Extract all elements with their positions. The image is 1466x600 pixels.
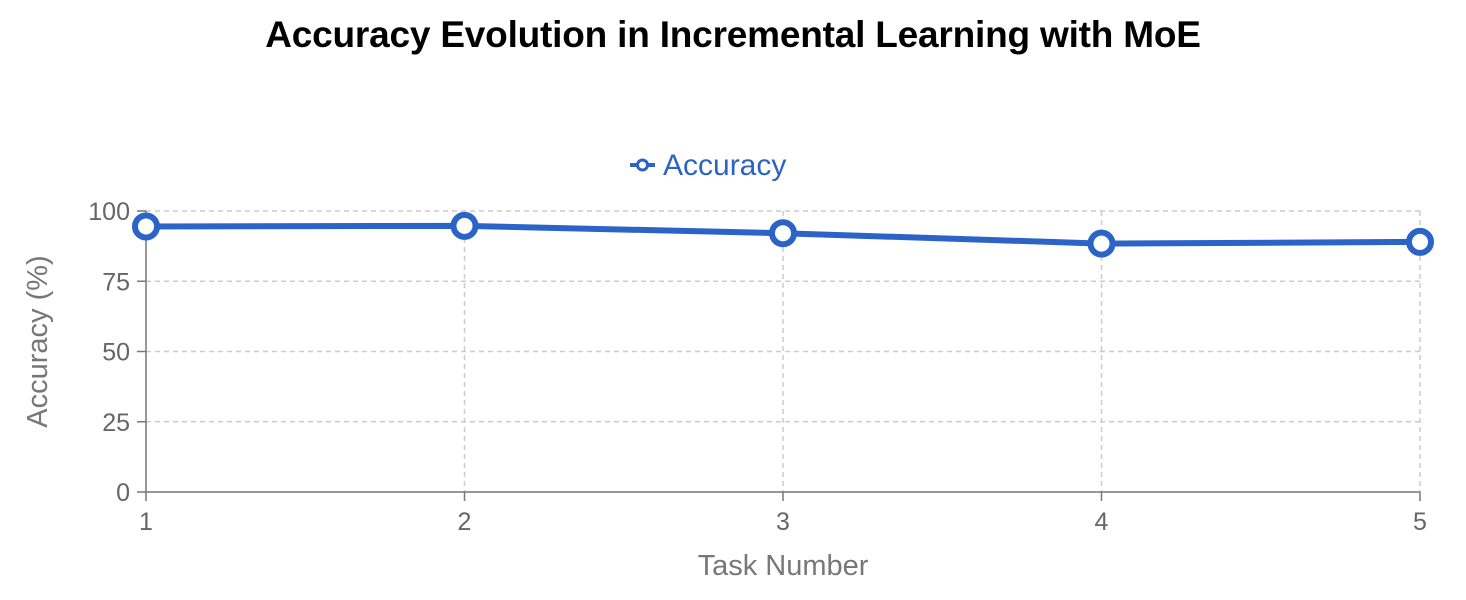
x-tick-label: 1 xyxy=(139,508,153,536)
x-tick-label: 3 xyxy=(776,508,790,536)
data-point[interactable] xyxy=(132,212,160,241)
grid-layer xyxy=(146,210,1421,492)
y-tick-label: 50 xyxy=(102,339,130,367)
data-point[interactable] xyxy=(1406,227,1434,256)
x-tick-label: 4 xyxy=(1095,508,1109,536)
x-tick-label: 5 xyxy=(1413,508,1427,536)
data-point[interactable] xyxy=(450,211,479,240)
data-point[interactable] xyxy=(1087,229,1116,258)
ticks-layer: 0 25 50 75 100 1 2 3 4 5 xyxy=(88,198,1427,536)
legend[interactable]: Accuracy xyxy=(630,149,786,182)
y-tick-label: 75 xyxy=(102,268,130,296)
y-tick-label: 100 xyxy=(88,198,130,226)
y-axis-label: Accuracy (%) xyxy=(22,255,54,427)
y-tick-label: 0 xyxy=(116,479,130,507)
data-point[interactable] xyxy=(769,219,797,248)
y-tick-label: 25 xyxy=(102,409,130,437)
x-axis-label: Task Number xyxy=(698,550,869,582)
legend-label[interactable]: Accuracy xyxy=(663,149,786,182)
legend-marker-icon xyxy=(636,158,649,172)
series-layer xyxy=(132,211,1434,258)
chart-title: Accuracy Evolution in Incremental Learni… xyxy=(265,14,1201,55)
x-tick-label: 2 xyxy=(458,508,472,536)
